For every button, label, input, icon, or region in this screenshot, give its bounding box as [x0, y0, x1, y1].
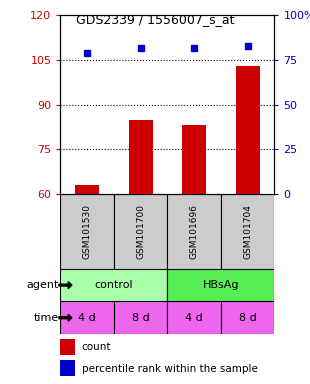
- Text: agent: agent: [27, 280, 59, 290]
- Bar: [221, 301, 274, 334]
- Bar: [167, 269, 274, 301]
- Text: 4 d: 4 d: [185, 313, 203, 323]
- Text: GSM101696: GSM101696: [190, 204, 199, 259]
- Bar: [167, 301, 221, 334]
- Text: count: count: [82, 342, 111, 352]
- Bar: [221, 194, 274, 269]
- Bar: [114, 194, 167, 269]
- Bar: [236, 66, 260, 194]
- Bar: [60, 360, 75, 376]
- Text: HBsAg: HBsAg: [203, 280, 239, 290]
- Text: GDS2339 / 1556007_s_at: GDS2339 / 1556007_s_at: [76, 13, 234, 26]
- Text: control: control: [95, 280, 133, 290]
- Text: GSM101700: GSM101700: [136, 204, 145, 259]
- Bar: [167, 194, 221, 269]
- Bar: [60, 301, 114, 334]
- Text: 4 d: 4 d: [78, 313, 96, 323]
- Bar: [60, 339, 75, 355]
- Bar: [60, 194, 114, 269]
- Text: 8 d: 8 d: [132, 313, 149, 323]
- Text: time: time: [34, 313, 59, 323]
- Bar: [75, 185, 99, 194]
- Bar: [182, 126, 206, 194]
- Text: GSM101530: GSM101530: [83, 204, 92, 259]
- Bar: [60, 269, 167, 301]
- Text: 8 d: 8 d: [239, 313, 256, 323]
- Text: percentile rank within the sample: percentile rank within the sample: [82, 364, 258, 374]
- Bar: [114, 301, 167, 334]
- Text: GSM101704: GSM101704: [243, 204, 252, 259]
- Bar: [129, 119, 153, 194]
